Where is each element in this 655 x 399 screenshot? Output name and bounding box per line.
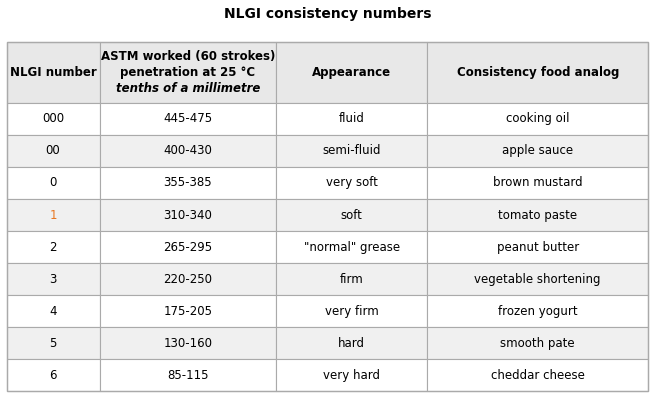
Text: Consistency food analog: Consistency food analog bbox=[457, 66, 619, 79]
Text: cheddar cheese: cheddar cheese bbox=[491, 369, 585, 381]
Bar bbox=[7, 42, 100, 103]
Text: very soft: very soft bbox=[326, 176, 377, 190]
Bar bbox=[276, 167, 427, 199]
Text: frozen yogurt: frozen yogurt bbox=[498, 304, 578, 318]
Text: 175-205: 175-205 bbox=[163, 304, 212, 318]
Bar bbox=[427, 135, 648, 167]
Text: NLGI number: NLGI number bbox=[10, 66, 96, 79]
Text: hard: hard bbox=[338, 336, 365, 350]
Bar bbox=[427, 327, 648, 359]
Text: 3: 3 bbox=[49, 273, 57, 286]
Text: firm: firm bbox=[340, 273, 364, 286]
Bar bbox=[427, 103, 648, 135]
Bar bbox=[7, 167, 100, 199]
Bar bbox=[7, 359, 100, 391]
Bar bbox=[276, 103, 427, 135]
Bar bbox=[276, 231, 427, 263]
Text: 310-340: 310-340 bbox=[164, 209, 212, 221]
Bar bbox=[427, 167, 648, 199]
Text: 265-295: 265-295 bbox=[163, 241, 212, 253]
Bar bbox=[7, 231, 100, 263]
Bar bbox=[7, 42, 648, 391]
Bar bbox=[427, 231, 648, 263]
Bar bbox=[100, 199, 276, 231]
Text: 355-385: 355-385 bbox=[164, 176, 212, 190]
Text: 1: 1 bbox=[49, 209, 57, 221]
Text: penetration at 25 °C: penetration at 25 °C bbox=[121, 66, 255, 79]
Bar bbox=[100, 359, 276, 391]
Text: NLGI consistency numbers: NLGI consistency numbers bbox=[224, 7, 431, 21]
Bar bbox=[7, 103, 100, 135]
Bar bbox=[7, 199, 100, 231]
Bar bbox=[100, 263, 276, 295]
Bar bbox=[427, 295, 648, 327]
Text: peanut butter: peanut butter bbox=[496, 241, 579, 253]
Bar bbox=[100, 327, 276, 359]
Text: 130-160: 130-160 bbox=[163, 336, 212, 350]
Text: 000: 000 bbox=[42, 113, 64, 126]
Text: soft: soft bbox=[341, 209, 362, 221]
Bar bbox=[427, 359, 648, 391]
Text: 85-115: 85-115 bbox=[167, 369, 209, 381]
Text: brown mustard: brown mustard bbox=[493, 176, 582, 190]
Text: ASTM worked (60 strokes): ASTM worked (60 strokes) bbox=[101, 50, 275, 63]
Text: very firm: very firm bbox=[325, 304, 379, 318]
Text: apple sauce: apple sauce bbox=[502, 144, 573, 158]
Bar bbox=[276, 295, 427, 327]
Bar bbox=[427, 199, 648, 231]
Text: 6: 6 bbox=[49, 369, 57, 381]
Bar bbox=[100, 42, 276, 103]
Text: semi-fluid: semi-fluid bbox=[322, 144, 381, 158]
Bar bbox=[427, 42, 648, 103]
Bar bbox=[100, 103, 276, 135]
Text: fluid: fluid bbox=[339, 113, 365, 126]
Bar bbox=[276, 359, 427, 391]
Bar bbox=[100, 295, 276, 327]
Bar bbox=[276, 42, 427, 103]
Bar bbox=[100, 231, 276, 263]
Bar bbox=[7, 263, 100, 295]
Bar bbox=[7, 295, 100, 327]
Text: 220-250: 220-250 bbox=[163, 273, 212, 286]
Bar bbox=[100, 135, 276, 167]
Bar bbox=[7, 327, 100, 359]
Bar bbox=[276, 327, 427, 359]
Bar bbox=[100, 167, 276, 199]
Text: tomato paste: tomato paste bbox=[498, 209, 577, 221]
Text: very hard: very hard bbox=[323, 369, 380, 381]
Text: tenths of a millimetre: tenths of a millimetre bbox=[116, 82, 260, 95]
Text: Appearance: Appearance bbox=[312, 66, 391, 79]
Bar bbox=[276, 263, 427, 295]
Text: 4: 4 bbox=[49, 304, 57, 318]
Bar bbox=[276, 135, 427, 167]
Bar bbox=[7, 135, 100, 167]
Bar bbox=[427, 263, 648, 295]
Text: 0: 0 bbox=[49, 176, 57, 190]
Bar bbox=[276, 199, 427, 231]
Text: 400-430: 400-430 bbox=[164, 144, 212, 158]
Text: cooking oil: cooking oil bbox=[506, 113, 569, 126]
Text: 445-475: 445-475 bbox=[163, 113, 212, 126]
Text: 2: 2 bbox=[49, 241, 57, 253]
Text: "normal" grease: "normal" grease bbox=[303, 241, 400, 253]
Text: 5: 5 bbox=[49, 336, 57, 350]
Text: vegetable shortening: vegetable shortening bbox=[474, 273, 601, 286]
Text: smooth pate: smooth pate bbox=[500, 336, 575, 350]
Text: 00: 00 bbox=[46, 144, 60, 158]
